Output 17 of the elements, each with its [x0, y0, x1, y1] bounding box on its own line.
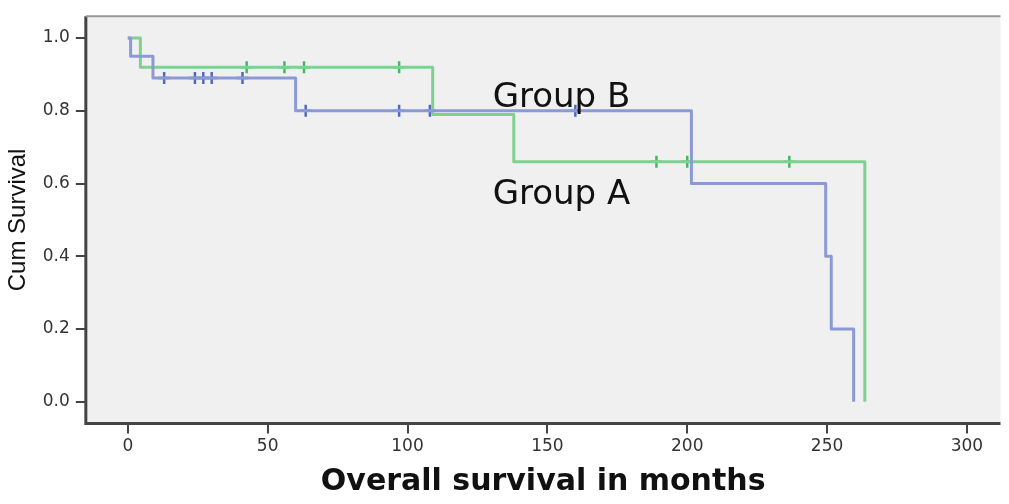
- y-tick-label: 1.0: [42, 26, 70, 47]
- x-tick-label: 200: [670, 435, 704, 456]
- x-tick-label: 250: [810, 435, 844, 456]
- x-tick-label: 50: [256, 435, 279, 456]
- annotation: Group A: [492, 172, 631, 213]
- x-tick-label: 100: [391, 435, 424, 456]
- x-tick-label: 0: [122, 435, 134, 456]
- y-tick-label: 0.2: [42, 317, 70, 338]
- x-axis-title: Overall survival in months: [320, 461, 766, 497]
- y-tick-label: 0.8: [42, 99, 70, 120]
- x-tick-label: 300: [950, 435, 984, 456]
- y-tick-label: 0.4: [42, 244, 70, 265]
- x-tick-label: 150: [531, 435, 564, 456]
- y-tick-label: 0.0: [42, 390, 70, 411]
- y-tick-label: 0.6: [42, 171, 70, 192]
- y-axis-title: Cum Survival: [3, 148, 31, 292]
- annotation: Group B: [492, 74, 631, 115]
